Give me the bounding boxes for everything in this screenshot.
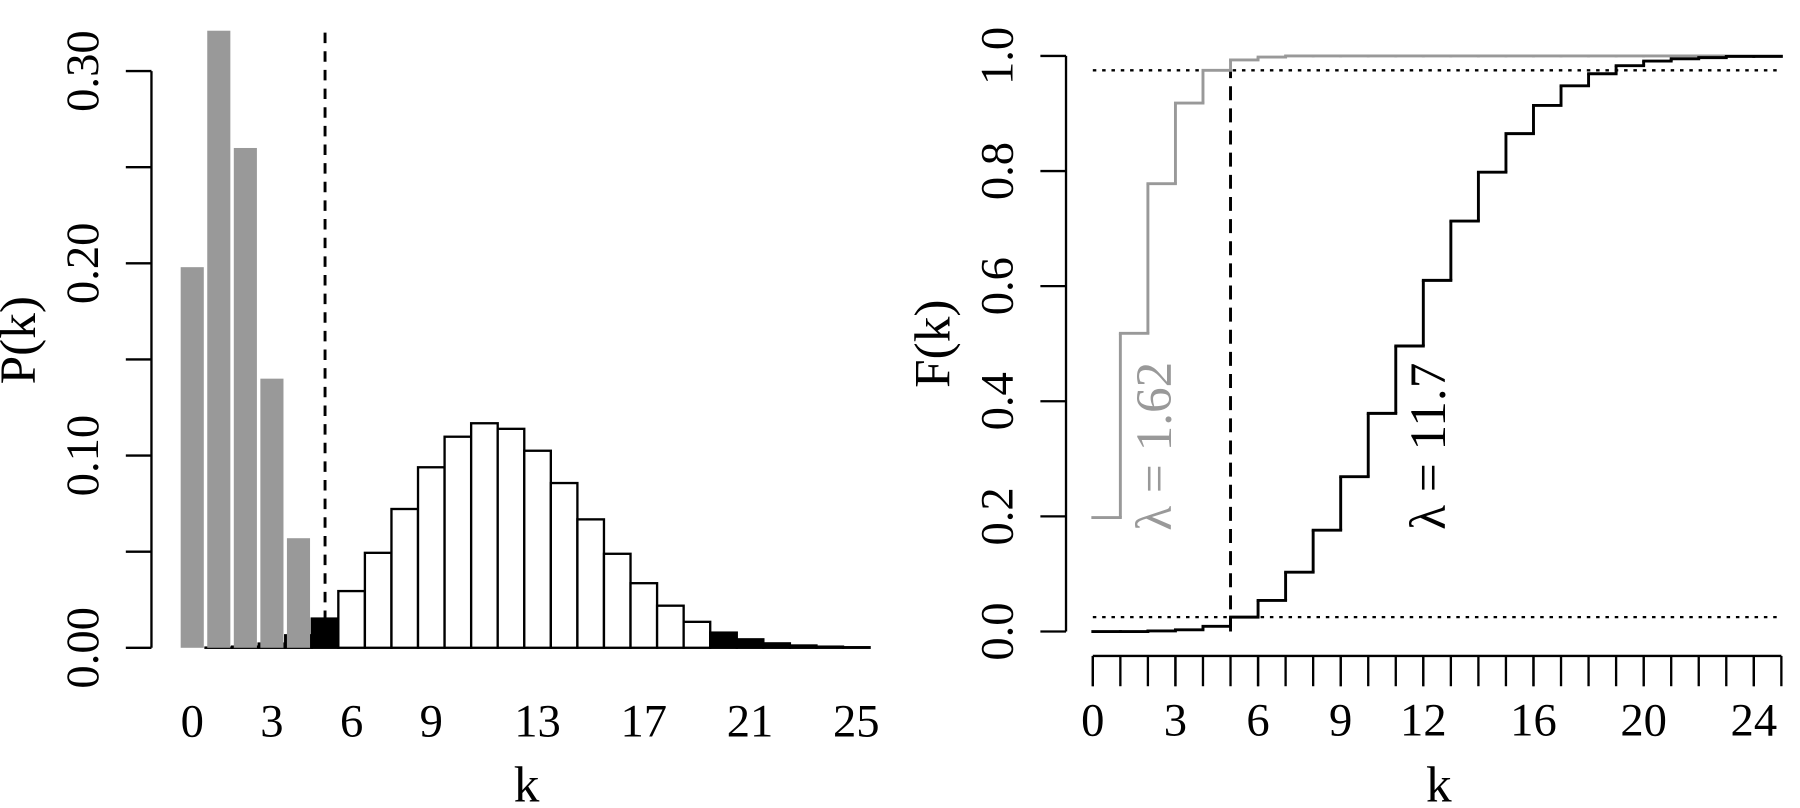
bar <box>443 435 473 649</box>
bar <box>549 481 579 649</box>
bar <box>416 466 446 649</box>
x-tick-label: 21 <box>727 696 774 748</box>
bar <box>180 267 204 648</box>
bar <box>788 644 818 649</box>
x-tick-label: 3 <box>260 696 283 748</box>
bar <box>815 645 845 649</box>
x-axis-label: k <box>1426 757 1452 808</box>
x-tick-label: 0 <box>1081 694 1104 746</box>
x-tick-label: 20 <box>1620 694 1667 746</box>
x-tick-label: 24 <box>1731 694 1778 746</box>
series-label: λ = 1.62 <box>1126 362 1183 531</box>
bar <box>390 507 420 649</box>
y-tick-label: 0.6 <box>972 257 1024 315</box>
bar <box>363 551 393 649</box>
bar <box>286 538 311 648</box>
bar <box>629 582 659 649</box>
x-tick-label: 9 <box>420 696 443 748</box>
bar <box>260 378 284 648</box>
y-tick-label: 0.0 <box>972 602 1024 660</box>
y-axis-label: F(k) <box>905 300 962 388</box>
series-label: λ = 11.7 <box>1400 363 1457 530</box>
x-axis-label: k <box>514 757 540 808</box>
bar <box>469 422 499 649</box>
x-tick-label: 16 <box>1510 694 1557 746</box>
y-tick-label: 0.20 <box>57 223 109 305</box>
x-tick-label: 9 <box>1329 694 1352 746</box>
bar <box>207 30 231 648</box>
bar <box>709 631 738 649</box>
bar <box>523 449 552 649</box>
bar <box>576 518 606 649</box>
bar <box>841 646 871 649</box>
x-tick-label: 13 <box>514 696 561 748</box>
y-tick-label: 1.0 <box>972 27 1024 85</box>
y-tick-label: 0.2 <box>972 487 1024 545</box>
x-tick-label: 3 <box>1164 694 1187 746</box>
bar <box>496 427 526 649</box>
x-tick-label: 6 <box>340 696 363 748</box>
bar <box>762 642 792 649</box>
y-axis-label: P(k) <box>0 296 47 384</box>
bar <box>682 620 712 649</box>
bar <box>602 552 632 649</box>
bar <box>655 604 685 649</box>
x-tick-label: 6 <box>1246 694 1269 746</box>
bar <box>735 638 765 649</box>
x-tick-label: 25 <box>833 696 880 748</box>
y-tick-label: 0.10 <box>57 415 109 497</box>
y-tick-label: 0.8 <box>972 142 1024 200</box>
x-tick-label: 0 <box>181 696 204 748</box>
x-tick-label: 12 <box>1400 694 1447 746</box>
y-tick-label: 0.4 <box>972 372 1024 430</box>
bar <box>233 147 257 648</box>
bar <box>337 589 367 649</box>
x-tick-label: 17 <box>621 696 668 748</box>
y-tick-label: 0.00 <box>57 607 109 689</box>
y-tick-label: 0.30 <box>57 30 109 112</box>
